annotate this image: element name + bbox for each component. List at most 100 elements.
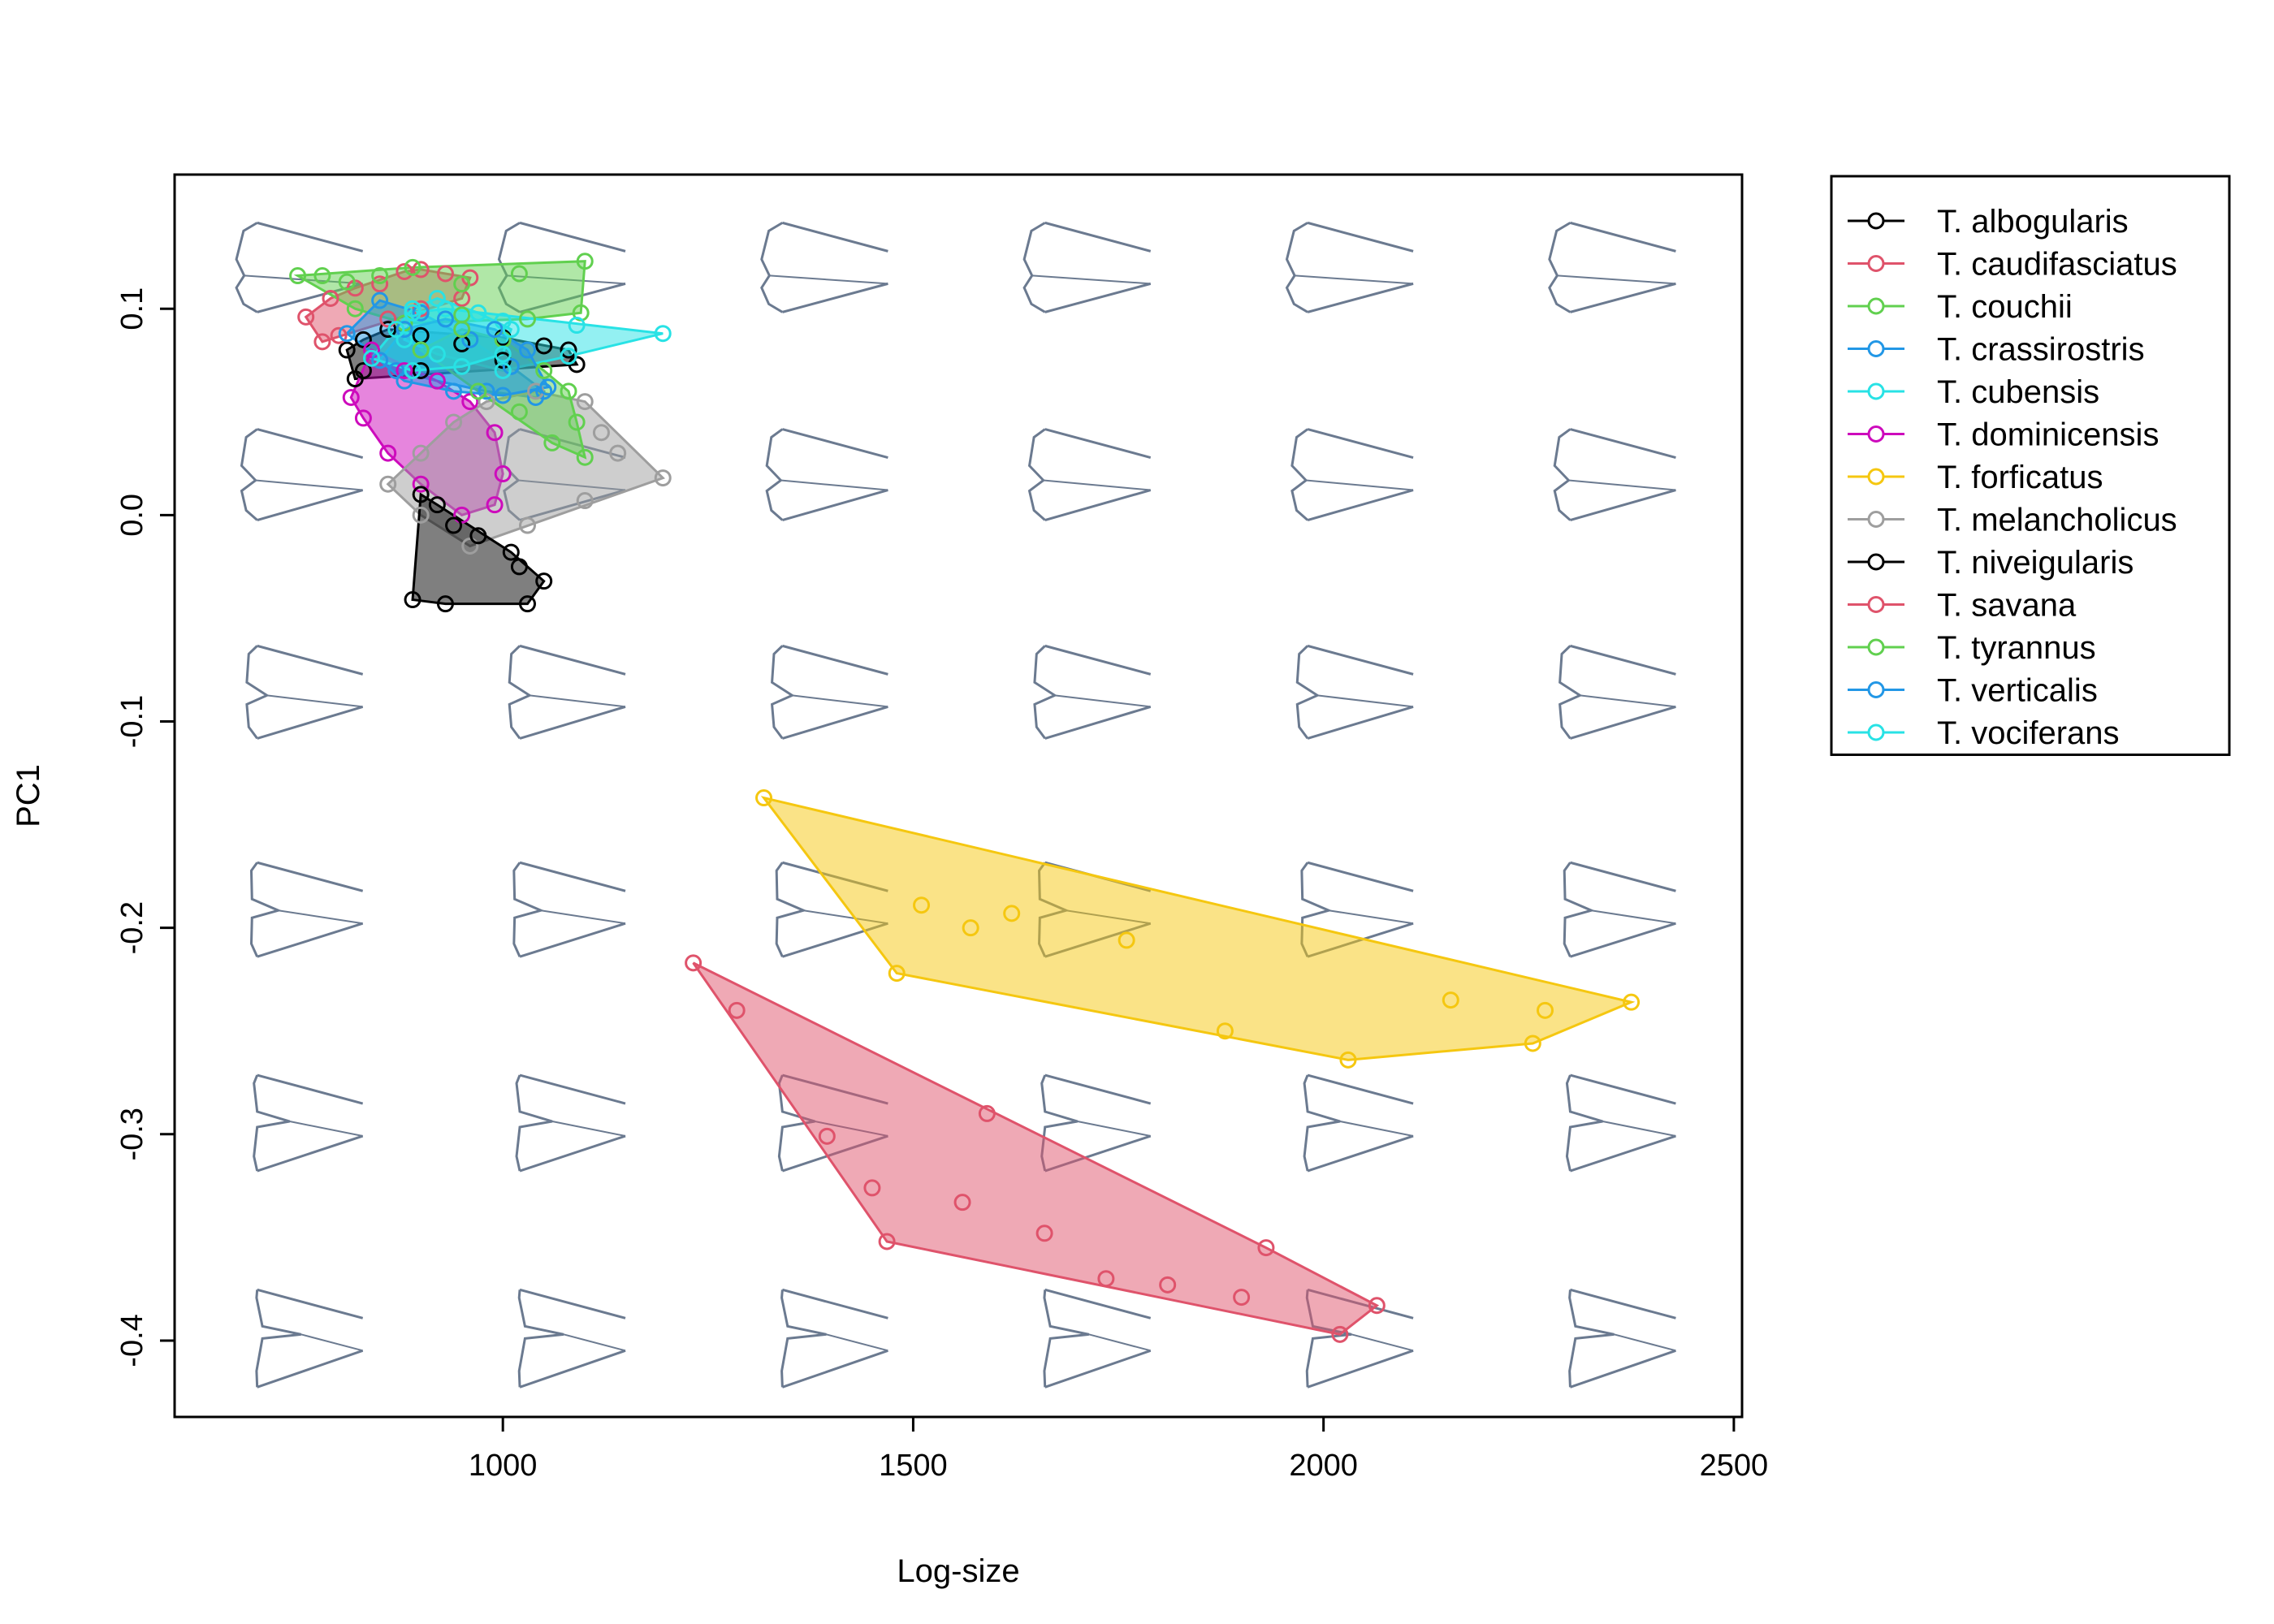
legend-label: T. verticalis — [1937, 673, 2098, 709]
shape-arm-bottom — [781, 489, 888, 521]
points-t-forficatus — [755, 789, 1641, 1069]
data-point — [453, 357, 471, 375]
legend-box — [1830, 175, 2231, 756]
legend-label: T. caudifasciatus — [1937, 247, 2177, 283]
shape-outline — [249, 862, 283, 957]
data-point — [494, 345, 512, 363]
shape-arm-inner — [769, 274, 888, 285]
data-point — [576, 492, 594, 510]
data-point — [1536, 1001, 1554, 1019]
shape-outline — [1565, 1074, 1603, 1172]
data-point — [453, 275, 471, 293]
shape-outline — [1022, 222, 1046, 313]
shape-outline — [1303, 1074, 1341, 1172]
data-point — [878, 1233, 896, 1250]
legend-entry: T. forficatus — [1848, 460, 2103, 495]
data-point — [1524, 1034, 1541, 1052]
data-point — [387, 361, 405, 379]
data-point — [469, 382, 487, 400]
data-point — [527, 388, 545, 406]
data-point — [592, 424, 610, 442]
data-point — [576, 448, 594, 466]
legend-entry: T. niveigularis — [1848, 545, 2133, 581]
legend-label: T. dominicensis — [1937, 417, 2159, 453]
shape-outline — [1563, 862, 1595, 957]
shape-arm-inner — [563, 1333, 626, 1352]
data-point — [728, 1001, 746, 1019]
shape-arm-top — [1307, 861, 1414, 892]
data-point — [396, 330, 413, 348]
shape-arm-top — [519, 1288, 626, 1320]
data-point — [568, 413, 586, 431]
shape-arm-top — [781, 428, 888, 459]
data-point — [338, 341, 356, 359]
shape-arm-inner — [1591, 909, 1676, 925]
shape-arm-bottom — [1569, 1134, 1676, 1173]
shape-arm-bottom — [1307, 489, 1414, 521]
data-point — [1035, 1224, 1053, 1242]
morphospace-shape — [1303, 1073, 1414, 1173]
shape-outline — [253, 1074, 291, 1172]
data-point — [469, 304, 487, 322]
shape-arm-bottom — [781, 705, 888, 740]
shape-arm-bottom — [1044, 489, 1152, 521]
data-point — [535, 361, 553, 379]
shape-outline — [1553, 428, 1571, 521]
y-axis-title: PC1 — [11, 764, 46, 827]
shape-arm-top — [1044, 428, 1152, 459]
data-point — [1216, 1022, 1234, 1040]
shape-outline — [765, 428, 784, 521]
y-tick-label: -0.3 — [115, 1108, 149, 1160]
morphospace-shape — [1022, 221, 1152, 313]
legend-entry: T. vociferans — [1848, 715, 2120, 751]
shape-outline — [1290, 428, 1309, 521]
shape-arm-inner — [1614, 1333, 1676, 1352]
legend-entry: T. couchii — [1848, 289, 2073, 325]
data-point — [502, 357, 520, 375]
data-point — [535, 572, 553, 590]
data-points — [289, 253, 1641, 1343]
shape-arm-top — [519, 644, 626, 676]
shape-arm-top — [1307, 221, 1414, 253]
hull-t-forficatus — [760, 796, 1636, 1061]
shape-outline — [1027, 428, 1046, 521]
morphospace-shape — [512, 861, 626, 958]
shape-arm-bottom — [519, 922, 626, 958]
legend-swatch-point — [1867, 468, 1885, 486]
shape-arm-bottom — [1570, 282, 1676, 313]
data-point — [338, 273, 356, 291]
morphospace-shape — [1548, 221, 1676, 313]
shape-outline — [508, 645, 533, 740]
data-point — [1368, 1297, 1386, 1315]
points-t-caudifasciatus — [297, 261, 479, 351]
data-point — [412, 304, 430, 322]
shape-arm-top — [781, 221, 888, 253]
shape-arm-top — [1570, 1073, 1676, 1105]
legend-label: T. tyrannus — [1937, 630, 2096, 666]
data-point — [363, 341, 381, 359]
shape-arm-inner — [1339, 1121, 1414, 1138]
data-point — [412, 341, 430, 359]
morphospace-shape — [780, 1288, 888, 1389]
data-point — [412, 444, 430, 462]
shape-arm-bottom — [1569, 705, 1676, 740]
shape-arm-top — [257, 1288, 364, 1320]
data-point — [412, 506, 430, 524]
shape-arm-inner — [278, 909, 363, 925]
shape-arm-top — [781, 644, 888, 676]
data-point — [354, 330, 372, 348]
legend-entry: T. crassirostris — [1848, 332, 2145, 368]
shape-arm-top — [257, 428, 364, 459]
data-point — [461, 393, 479, 411]
data-point — [1118, 931, 1135, 949]
legend-label: T. cubensis — [1937, 374, 2099, 410]
y-tick-label: 0.1 — [115, 287, 149, 330]
shape-outline — [1559, 645, 1583, 740]
legend-label: T. savana — [1937, 588, 2077, 624]
data-point — [354, 409, 372, 427]
morphospace-shape — [765, 428, 888, 521]
shape-arm-top — [1570, 861, 1676, 892]
data-point — [962, 919, 979, 937]
legend-label: T. couchii — [1937, 289, 2073, 325]
shape-outline — [517, 1289, 564, 1388]
